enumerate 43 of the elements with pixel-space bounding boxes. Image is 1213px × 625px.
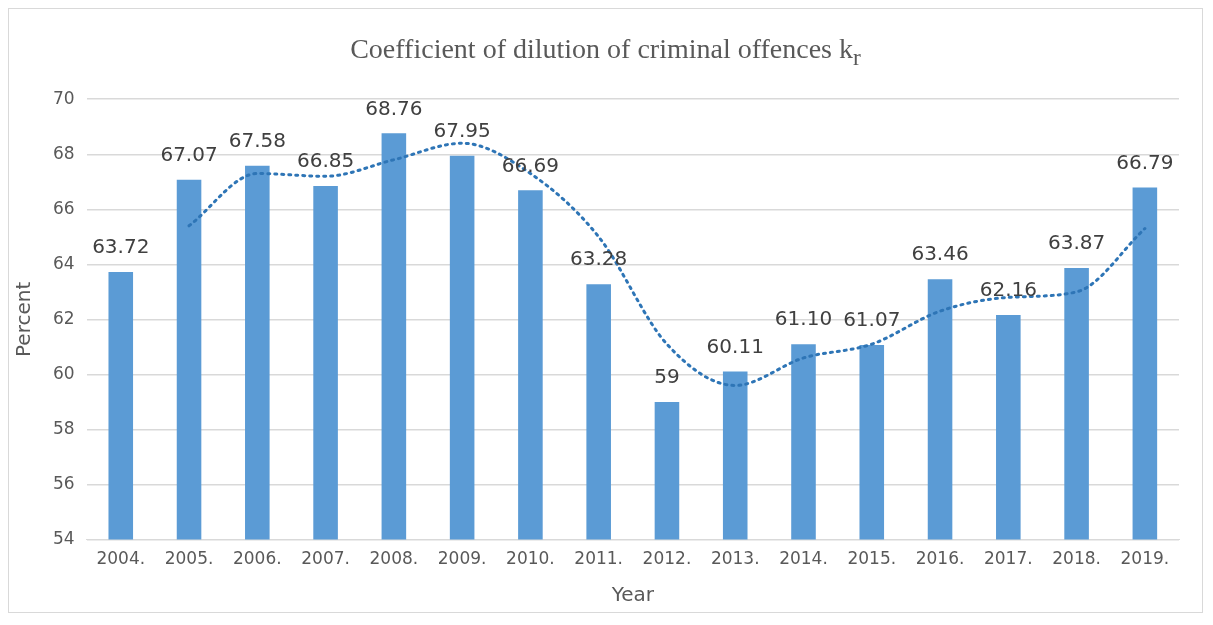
x-tick-label: 2005. <box>164 548 214 569</box>
y-tick-label: 64 <box>52 252 75 273</box>
x-tick-label: 2017. <box>983 548 1033 569</box>
data-label: 63.46 <box>911 241 969 266</box>
x-tick-label: 2013. <box>710 548 760 569</box>
x-tick-label: 2004. <box>96 548 146 569</box>
y-tick-label: 54 <box>52 528 75 549</box>
x-tick-label: 2006. <box>232 548 282 569</box>
x-tick-label: 2009. <box>437 548 487 569</box>
y-tick-label: 68 <box>52 142 75 163</box>
x-tick-label: 2008. <box>369 548 419 569</box>
y-tick-label: 58 <box>52 417 75 438</box>
x-tick-label: 2019. <box>1120 548 1170 569</box>
data-label: 67.58 <box>228 128 286 153</box>
y-tick-label: 56 <box>52 472 75 493</box>
y-tick-label: 66 <box>52 197 75 218</box>
x-tick-label: 2011. <box>574 548 624 569</box>
data-label: 63.28 <box>570 246 628 271</box>
y-tick-label: 62 <box>52 307 75 328</box>
data-label: 62.16 <box>979 277 1037 302</box>
data-label: 67.07 <box>160 142 218 167</box>
data-label: 59 <box>654 364 680 389</box>
data-label: 67.95 <box>433 117 491 142</box>
x-tick-label: 2007. <box>301 548 350 569</box>
data-label: 61.10 <box>774 306 833 331</box>
x-tick-label: 2010. <box>506 548 555 569</box>
x-tick-label: 2018. <box>1052 548 1101 569</box>
data-label: 63.72 <box>92 234 150 259</box>
data-label: 60.11 <box>706 333 764 358</box>
data-label: 68.76 <box>365 95 423 120</box>
data-label: 66.85 <box>296 148 355 173</box>
chart-title: Coefficient of dilution of criminal offences k$_{r}$ <box>349 32 862 72</box>
y-tick-label: 70 <box>52 87 75 108</box>
x-tick-label: 2016. <box>915 548 965 569</box>
x-tick-label: 2014. <box>779 548 828 569</box>
y-axis-title: Percent <box>11 281 36 358</box>
x-tick-label: 2012. <box>642 548 692 569</box>
x-axis-title: Year <box>610 582 655 607</box>
y-tick-label: 60 <box>52 362 75 383</box>
data-label: 63.87 <box>1047 230 1106 255</box>
data-label: 66.79 <box>1116 149 1174 174</box>
x-tick-label: 2015. <box>847 548 897 569</box>
data-label: 61.07 <box>843 307 901 332</box>
